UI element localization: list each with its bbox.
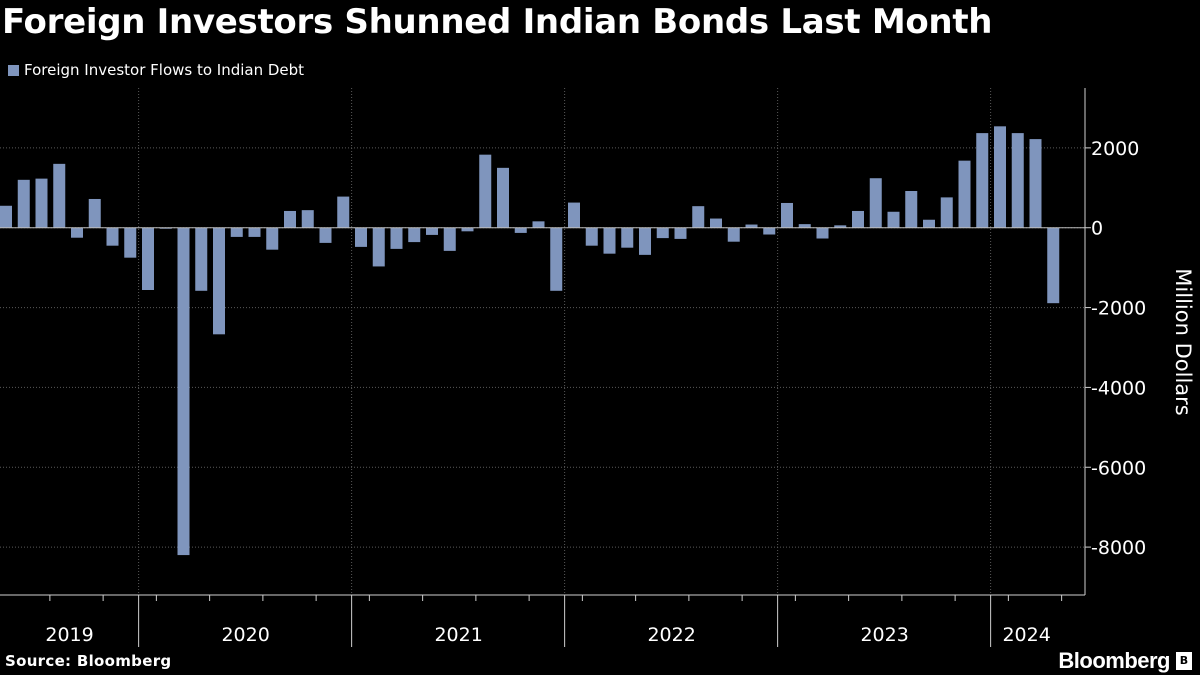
legend-label: Foreign Investor Flows to Indian Debt: [24, 61, 305, 79]
bar: [177, 227, 190, 556]
y-tick-label: -8000: [1091, 537, 1146, 559]
bar: [319, 227, 332, 243]
bar: [923, 219, 935, 228]
bar: [568, 202, 580, 228]
legend: Foreign Investor Flows to Indian Debt: [8, 61, 304, 79]
bar: [905, 190, 918, 228]
bar: [230, 227, 243, 237]
bar: [266, 227, 279, 250]
bar: [834, 225, 847, 228]
bar: [337, 196, 350, 228]
bar: [745, 224, 758, 228]
bar: [639, 227, 651, 255]
bar: [124, 227, 137, 258]
bar: [1047, 227, 1060, 304]
bar: [408, 227, 421, 243]
bar: [426, 227, 438, 235]
bar: [692, 206, 705, 228]
bar: [88, 198, 101, 228]
bar: [958, 160, 971, 228]
bar: [798, 224, 811, 228]
bar: [727, 227, 740, 242]
bar: [869, 178, 882, 228]
bar: [71, 227, 83, 238]
bar: [106, 227, 119, 246]
bar: [35, 178, 48, 228]
bar: [1029, 139, 1042, 228]
bar: [994, 126, 1006, 228]
y-tick-label: -4000: [1091, 377, 1146, 399]
chart-title: Foreign Investors Shunned Indian Bonds L…: [2, 2, 993, 42]
y-tick-label: -6000: [1091, 457, 1146, 479]
bar: [461, 227, 474, 232]
brand-logo: Bloomberg B: [1058, 648, 1192, 674]
y-tick-label: 0: [1091, 218, 1103, 240]
bar: [940, 197, 953, 228]
x-year-label: 2022: [647, 624, 695, 646]
x-year-label: 2021: [434, 624, 482, 646]
bar: [53, 163, 66, 228]
bar: [372, 227, 385, 267]
bar: [195, 227, 208, 291]
bar: [585, 227, 598, 246]
y-tick-label: 2000: [1091, 138, 1139, 160]
bar: [514, 227, 527, 233]
bar: [497, 167, 509, 228]
bar: [142, 227, 154, 291]
bar: [301, 210, 314, 228]
bar: [621, 227, 634, 248]
source-note: Source: Bloomberg: [5, 652, 172, 670]
bar: [355, 227, 367, 247]
bar: [887, 211, 900, 228]
x-year-label: 2024: [1002, 624, 1050, 646]
x-year-label: 2023: [860, 624, 908, 646]
bar: [763, 227, 776, 235]
brand-name: Bloomberg: [1058, 648, 1170, 673]
legend-swatch: [8, 64, 19, 76]
bar: [0, 205, 12, 228]
bar: [550, 227, 563, 291]
bar: [1011, 133, 1024, 228]
bloomberg-icon: B: [1176, 652, 1192, 670]
bar: [443, 227, 456, 251]
bar: [656, 227, 669, 239]
bar: [710, 218, 722, 228]
bar: [532, 221, 545, 228]
bar: [17, 179, 30, 228]
bar: [390, 227, 403, 249]
bar: [976, 133, 989, 228]
x-year-label: 2019: [45, 624, 93, 646]
bar: [213, 227, 225, 335]
bar: [674, 227, 687, 239]
bar: [603, 227, 616, 254]
bar: [284, 210, 296, 228]
bar: [816, 227, 829, 239]
bar: [781, 202, 793, 228]
y-axis-title: Million Dollars: [1171, 268, 1195, 415]
x-year-label: 2020: [221, 624, 269, 646]
bar: [248, 227, 261, 237]
y-tick-label: -2000: [1091, 298, 1146, 320]
bar: [852, 210, 864, 228]
bar: [479, 154, 492, 228]
